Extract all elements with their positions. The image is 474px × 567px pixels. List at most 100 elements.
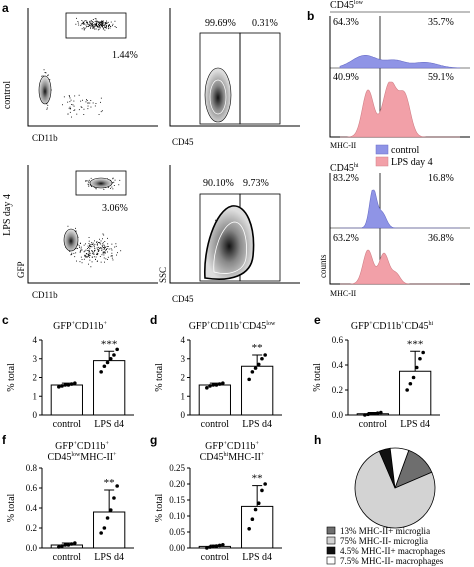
- x-tick-label: LPS d4: [400, 419, 430, 430]
- x-tick-label: LPS d4: [242, 419, 272, 430]
- data-point: [208, 384, 212, 388]
- bar-lps-d4: [241, 505, 274, 549]
- bar-chart-d: GFP+CD11b+CD45low 0 1 2 3 4 % total control LPS …: [154, 321, 282, 430]
- legend-swatch-control: [375, 144, 389, 155]
- legend-label-control: control: [391, 145, 420, 156]
- data-point: [375, 411, 380, 415]
- legend-entry: 7.5% MHC-II- macrophages: [340, 556, 444, 566]
- y-axis-label: counts: [318, 254, 328, 278]
- data-point: [57, 385, 61, 389]
- bar-chart-c: GFP+CD11b+ 0 1 2 3 4 % total control LPS d4 ***: [6, 321, 134, 430]
- x-axis-label: MHC-II: [330, 141, 357, 150]
- data-point: [260, 488, 264, 493]
- y-tick-label: 1: [33, 391, 38, 401]
- y-axis-label: GFP: [16, 261, 26, 278]
- data-point: [66, 383, 71, 387]
- y-tick-label: 0: [33, 410, 38, 420]
- gate-percent: 3.06%: [102, 203, 128, 214]
- legend-swatch: [326, 546, 336, 555]
- panel-a: control LPS day 4 1.44% CD11b 99.69% 0.3…: [2, 8, 300, 304]
- legend-entry: 4.5% MHC-II+ macrophages: [340, 546, 446, 556]
- data-point: [105, 360, 110, 365]
- y-tick-label: 0.2: [26, 523, 37, 533]
- y-axis-label: % total: [6, 493, 17, 522]
- gate-box: [75, 170, 127, 196]
- data-point: [205, 386, 209, 390]
- data-point: [60, 544, 64, 548]
- legend-entry: 13% MHC-II+ microglia: [340, 526, 430, 536]
- split-percent-left: 99.69%: [205, 18, 236, 29]
- data-point: [205, 546, 209, 550]
- split-percent-right: 9.73%: [243, 178, 269, 189]
- panel-letter-b: b: [307, 9, 314, 23]
- bar-chart-f: GFP+CD11b+CD45lowMHC-II+ 0.0 0.2 0.4 0.6 0.8%…: [6, 441, 134, 563]
- y-axis-label: % total: [6, 363, 17, 392]
- y-tick-label: 0.2: [332, 385, 343, 395]
- data-point: [363, 413, 367, 417]
- split-percent-left: 90.10%: [203, 178, 234, 189]
- chart-title: GFP+CD11b+CD45hi: [351, 321, 434, 332]
- data-point: [57, 545, 61, 549]
- significance-marker: **: [252, 342, 263, 354]
- data-point: [418, 356, 422, 361]
- data-point: [256, 362, 261, 367]
- y-tick-label: 0.6: [332, 335, 344, 345]
- contour-population: [38, 75, 52, 105]
- data-point: [247, 377, 251, 382]
- panel-letter-h: h: [314, 433, 321, 447]
- histogram-control: [340, 189, 460, 229]
- pie-slice: [354, 450, 436, 529]
- data-point: [214, 383, 219, 387]
- y-tick-label: 0.00: [169, 543, 185, 553]
- legend-swatch-lps: [375, 156, 389, 167]
- y-tick-label: 0.8: [26, 463, 38, 473]
- data-point: [108, 508, 113, 512]
- data-point: [102, 526, 107, 530]
- data-point: [372, 411, 377, 416]
- pct-hi-control-left: 83.2%: [333, 173, 359, 184]
- y-tick-label: 0.4: [332, 360, 344, 370]
- chart-title: GFP+CD11b+CD45low: [189, 321, 276, 332]
- bar-lps-d4: [399, 370, 432, 416]
- significance-marker: **: [252, 473, 263, 485]
- split-percent-right: 0.31%: [252, 18, 278, 29]
- dot-cloud: [65, 177, 122, 268]
- row-label-lps: LPS day 4: [2, 194, 13, 236]
- pct-low-control-left: 64.3%: [333, 17, 359, 28]
- dot-cloud: [39, 17, 117, 118]
- y-tick-label: 0.15: [169, 495, 185, 505]
- data-point: [411, 375, 416, 380]
- x-axis-label: MHC-II: [330, 289, 357, 298]
- chart-title: GFP+CD11b+: [55, 441, 109, 452]
- panel-letter-a: a: [2, 1, 9, 15]
- x-tick-label: control: [201, 419, 230, 430]
- x-axis-label: CD45: [172, 294, 194, 304]
- data-point: [366, 412, 370, 417]
- data-point: [60, 384, 64, 388]
- y-axis-label: SSC: [158, 267, 168, 283]
- facs-plot-control-cd11b: 1.44% CD11b: [27, 8, 158, 143]
- data-point: [112, 496, 116, 500]
- data-point: [217, 382, 222, 386]
- significance-marker: ***: [101, 338, 118, 350]
- y-tick-label: 0.10: [169, 511, 185, 521]
- y-tick-label: 0.6: [26, 483, 38, 493]
- panel-letter-c: c: [2, 313, 9, 327]
- y-axis-label: % total: [312, 363, 323, 392]
- data-point: [253, 366, 258, 370]
- title-cd45-low: CD45low: [330, 0, 364, 11]
- chart-title-line2: CD45hiMHC-II+: [200, 452, 265, 463]
- gate-box: [65, 12, 127, 39]
- legend-label-lps: LPS day 4: [391, 157, 433, 168]
- panel-letter-e: e: [314, 313, 321, 327]
- data-point: [115, 484, 119, 488]
- y-tick-label: 3: [181, 354, 186, 364]
- data-point: [73, 381, 77, 385]
- y-axis-label: % total: [154, 363, 165, 392]
- x-tick-label: control: [359, 419, 388, 430]
- data-point: [250, 370, 255, 374]
- contour-population: [63, 228, 79, 252]
- histogram-lps: [340, 249, 460, 285]
